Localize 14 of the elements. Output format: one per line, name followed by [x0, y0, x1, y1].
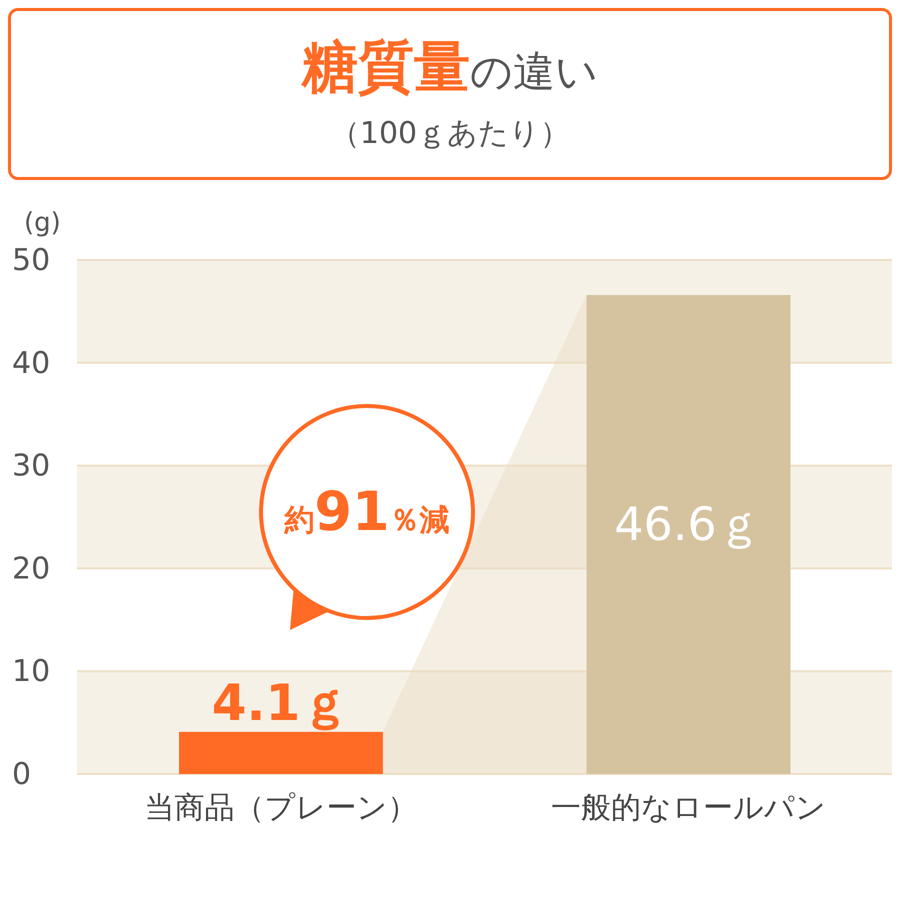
y-tick-label: 0: [12, 757, 32, 792]
y-tick-label: 50: [12, 243, 50, 278]
y-axis-title: (g): [24, 208, 61, 238]
annotation: 約91％減: [283, 480, 450, 543]
x-tick-label: 一般的なロールパン: [550, 790, 826, 826]
y-tick-label: 20: [12, 551, 50, 586]
chart-title: 糖質量の違い: [302, 35, 598, 100]
y-tick-label: 10: [12, 654, 50, 690]
data-label: 46.6ｇ: [614, 496, 763, 551]
chart-subtitle: （100ｇあたり）: [328, 115, 572, 153]
data-label: 4.1ｇ: [212, 674, 350, 732]
x-tick-label: 当商品（プレーン）: [144, 790, 418, 826]
y-tick-label: 40: [12, 346, 50, 381]
y-tick-label: 30: [12, 448, 50, 484]
